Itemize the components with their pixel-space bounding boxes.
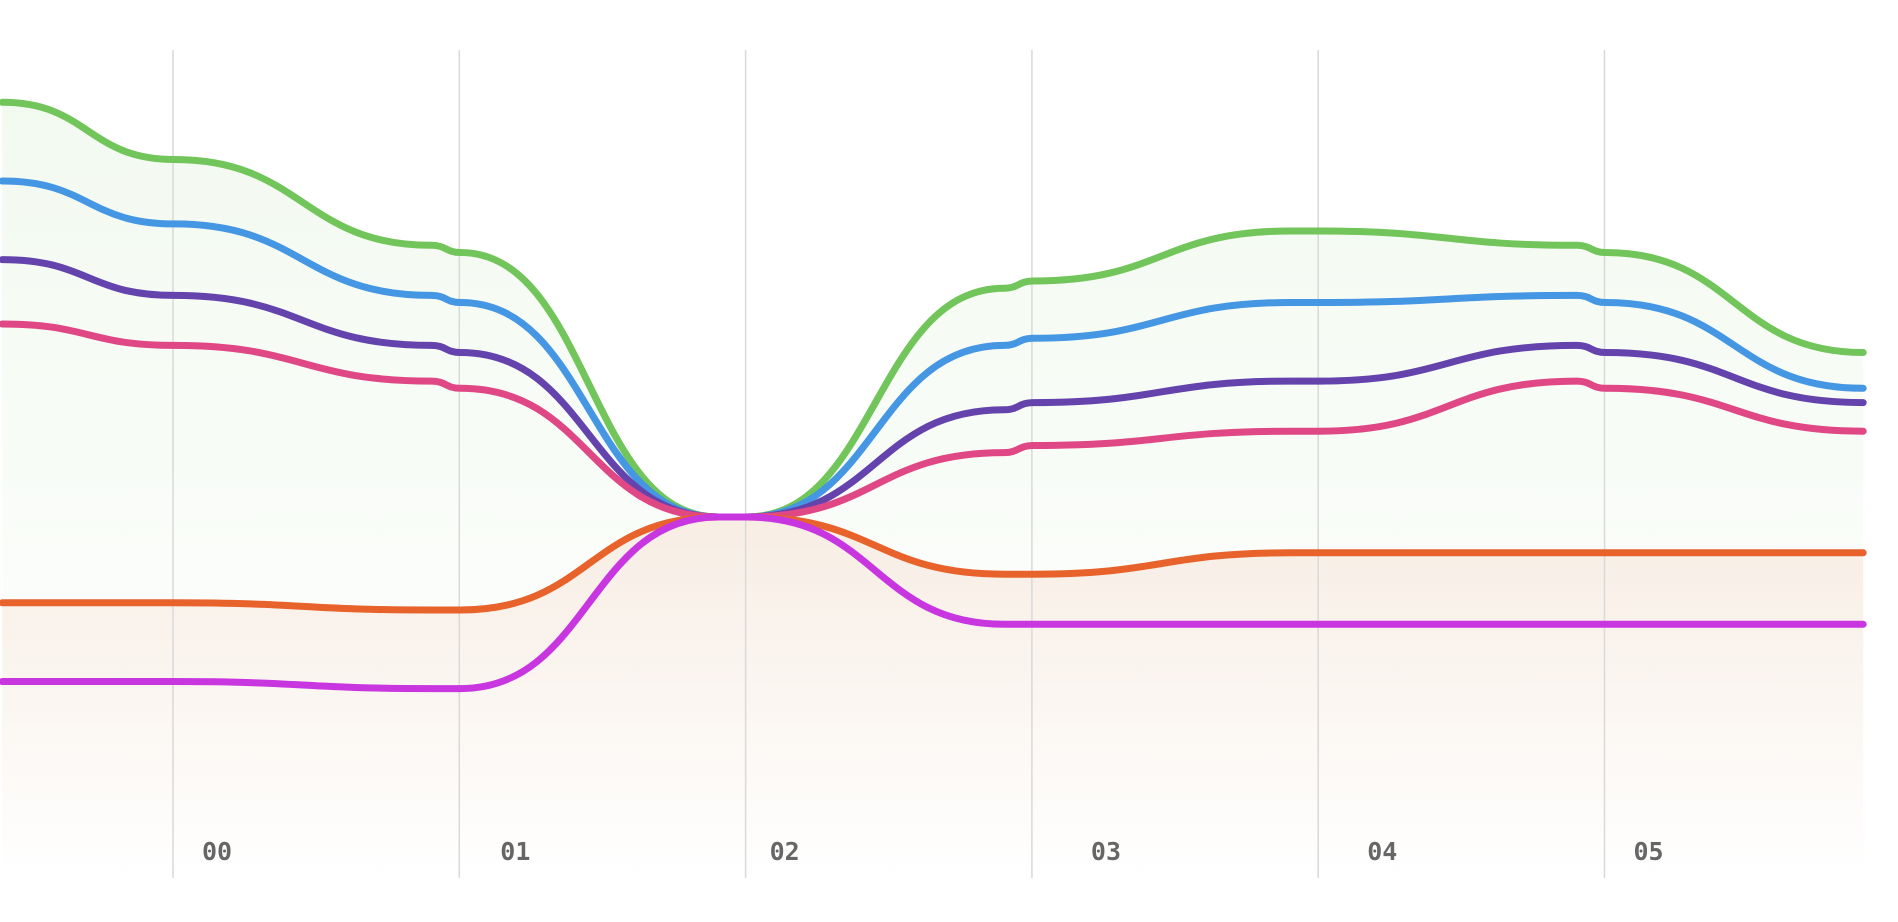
x-axis-ticks: 00 01 02 03 04 05 [202,837,1664,866]
series-line-2 [0,177,1867,521]
orange-area-fill [2,517,1864,878]
x-tick-label-02: 02 [770,837,800,866]
x-tick-label-04: 04 [1367,837,1397,866]
series-line-5 [0,513,1867,614]
series-line-6 [0,513,1867,693]
x-tick-label-01: 01 [500,837,530,866]
grid [172,50,1606,878]
series-line-4 [0,320,1867,521]
series-line-3 [0,256,1867,521]
series-line-1 [0,98,1867,521]
x-tick-label-00: 00 [202,837,232,866]
x-tick-label-03: 03 [1091,837,1121,866]
x-tick-label-05: 05 [1634,837,1664,866]
area-shading [2,102,1864,879]
series-group [0,98,1867,693]
